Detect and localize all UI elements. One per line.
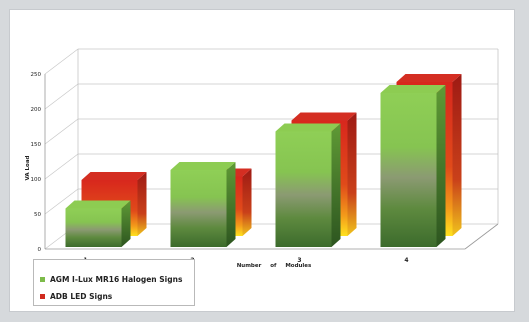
grid-line-diagonal [44, 118, 79, 145]
bar-led-4-top [396, 74, 462, 82]
legend-swatch-green [40, 277, 45, 282]
floor-edge [464, 223, 499, 250]
bar-halogen-3-side [331, 123, 341, 247]
y-tick-label: 150 [31, 142, 42, 148]
legend: AGM I-Lux MR16 Halogen Signs ADB LED Sig… [33, 259, 195, 306]
bar-halogen-4 [380, 85, 446, 247]
bar-led-2-side [242, 168, 252, 236]
y-tick-labels: 0 50 100 150 200 250 [31, 72, 42, 253]
bar-halogen-1-front [65, 208, 122, 247]
legend-label: AGM I-Lux MR16 Halogen Signs [50, 275, 183, 284]
bar-halogen-3-front [275, 131, 332, 247]
bar-halogen-2-side [226, 162, 236, 247]
grid-line-diagonal [44, 83, 79, 110]
bar-halogen-1 [65, 200, 131, 247]
bar-led-1-side [137, 172, 147, 236]
axes [44, 49, 499, 250]
bar-halogen-3-top [275, 123, 341, 132]
bar-halogen-3 [275, 123, 341, 247]
bar-halogen-4-front [380, 93, 437, 247]
y-tick-label: 50 [34, 212, 41, 218]
legend-label: ADB LED Signs [50, 292, 113, 301]
legend-item-led: ADB LED Signs [40, 292, 112, 301]
grid-line-diagonal [44, 153, 79, 180]
grid-line-diagonal [44, 48, 79, 75]
bar-halogen-1-top [65, 200, 131, 209]
bar-led-3-side [347, 112, 357, 236]
y-axis-label: VA Load [25, 155, 31, 180]
grid-line-diagonal [44, 188, 79, 215]
y-tick-label: 100 [31, 177, 42, 183]
bar-halogen-2-front [170, 170, 227, 247]
y-tick-label: 0 [38, 247, 42, 253]
bar-halogen-2-top [170, 162, 236, 170]
bar-halogen-1-side [121, 200, 131, 247]
legend-item-halogen: AGM I-Lux MR16 Halogen Signs [40, 275, 182, 284]
bar-halogen-4-top [380, 85, 446, 93]
bar-led-3-top [291, 112, 357, 121]
legend-swatch-red [40, 294, 45, 299]
bar-halogen-2 [170, 162, 236, 247]
y-tick-label: 250 [31, 72, 42, 78]
bars [65, 74, 462, 247]
y-tick-label: 200 [31, 107, 42, 113]
bar-halogen-4-side [436, 85, 446, 247]
bar-led-4-side [452, 74, 462, 236]
x-axis-label: Number of Modules [237, 263, 312, 269]
x-tick-label: 3 [297, 257, 301, 264]
bar-led-1-top [81, 172, 147, 180]
x-tick-label: 4 [404, 257, 408, 264]
